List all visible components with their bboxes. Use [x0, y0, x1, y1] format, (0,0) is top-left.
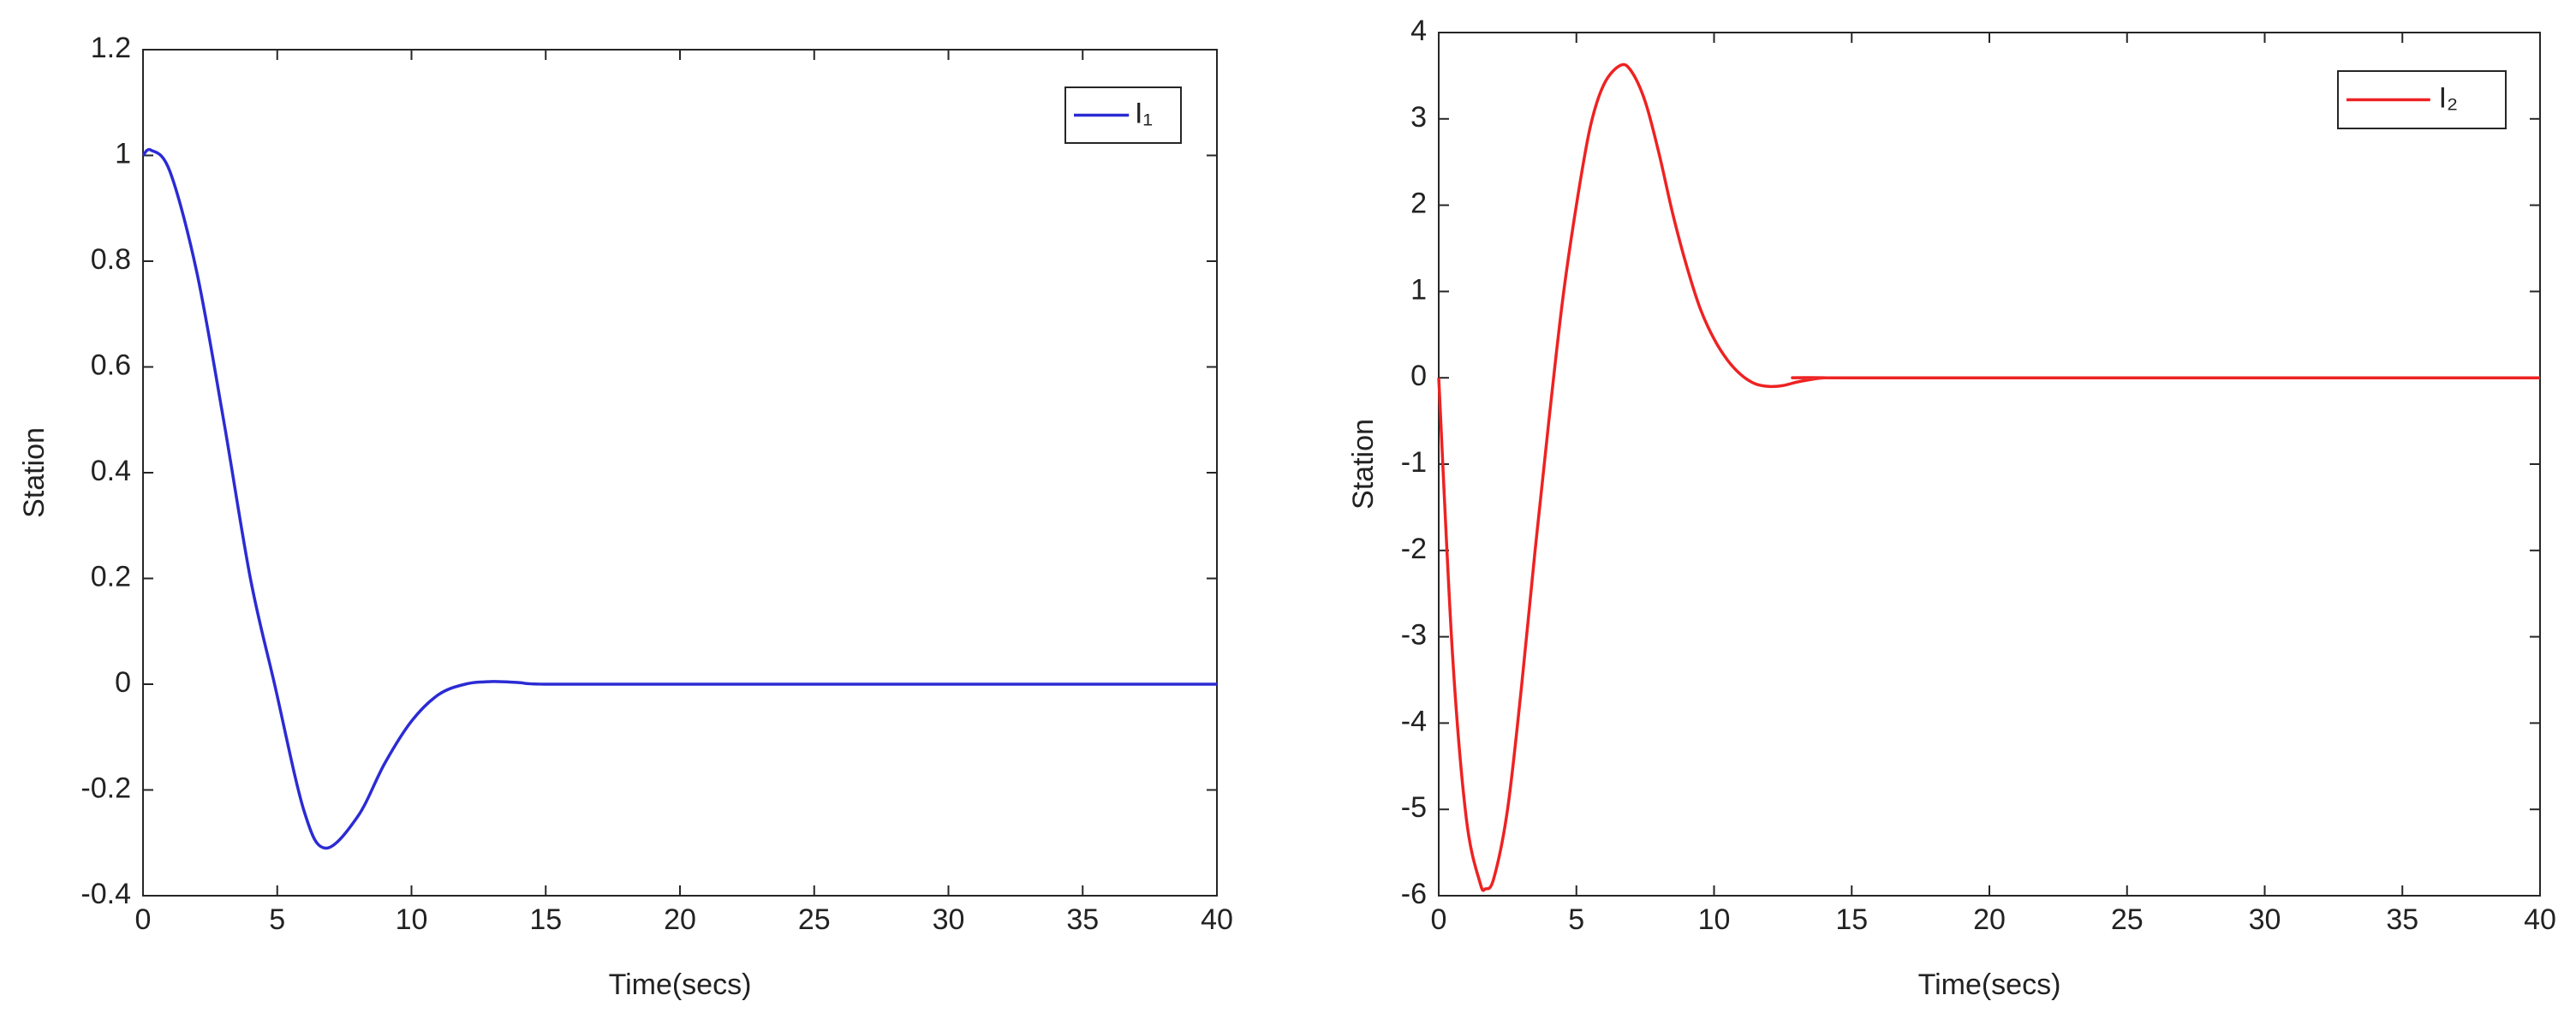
y-tick-label: 0.8	[91, 243, 131, 276]
y-tick-label: -5	[1401, 791, 1427, 824]
x-tick-label: 0	[1431, 903, 1447, 936]
y-tick-label: 3	[1410, 101, 1427, 134]
y-tick-label: 0	[115, 666, 131, 699]
chart: 0 5 10 15 20 25 30 35 40 -0.4 -0.2 0 0.2 0.4 0.6 0.8 1 1.…	[18, 32, 1233, 1001]
x-tick-label: 35	[2386, 903, 2418, 936]
y-axis-label: Station	[18, 427, 51, 518]
x-tick-label: 30	[933, 903, 965, 936]
x-tick-label: 25	[798, 903, 831, 936]
plot-area	[1438, 32, 2541, 897]
y-tick-label: 0.2	[91, 560, 131, 593]
plot-area	[142, 49, 1218, 897]
x-tick-label: 10	[1698, 903, 1731, 936]
y-tick-label: -3	[1401, 619, 1427, 652]
x-tick-label: 40	[2524, 903, 2556, 936]
y-tick-label: 2	[1410, 188, 1427, 220]
y-tick-label: -2	[1401, 533, 1427, 565]
legend-label: I₂	[2439, 81, 2459, 114]
x-tick-label: 0	[135, 903, 152, 936]
y-tick-label: 1	[1410, 273, 1427, 306]
y-tick-label: 4	[1410, 15, 1427, 47]
x-tick-label: 30	[2249, 903, 2281, 936]
x-tick-label: 5	[269, 903, 285, 936]
x-tick-label: 25	[2111, 903, 2144, 936]
x-tick-label: 35	[1066, 903, 1099, 936]
x-tick-label: 10	[396, 903, 428, 936]
x-axis-label: Time(secs)	[1918, 968, 2061, 1001]
y-tick-label: -6	[1401, 878, 1427, 910]
x-tick-label: 40	[1201, 903, 1233, 936]
y-axis-label: Station	[1347, 419, 1380, 510]
y-tick-label: 0	[1410, 360, 1427, 392]
y-tick-label: 0.6	[91, 349, 131, 381]
x-tick-label: 15	[1835, 903, 1868, 936]
x-axis-label: Time(secs)	[609, 968, 752, 1001]
y-tick-label: -1	[1401, 446, 1427, 479]
x-tick-label: 15	[529, 903, 562, 936]
x-tick-label: 20	[664, 903, 696, 936]
chart: 0 5 10 15 20 25 30 35 40 -6 -5 -4 -3 -2 -1 0 1 2 3 4 Time(se…	[1347, 15, 2556, 1001]
y-tick-label: 0.4	[91, 455, 131, 487]
data-line	[141, 147, 1217, 850]
y-tick-label: -0.4	[80, 878, 131, 910]
y-tick-label: -0.2	[80, 772, 131, 804]
x-tick-label: 20	[1973, 903, 2006, 936]
y-tick-label: -4	[1401, 705, 1427, 737]
y-tick-label: 1.2	[91, 32, 131, 64]
x-tick-label: 5	[1568, 903, 1584, 936]
legend-label: I₁	[1135, 97, 1153, 129]
data-line	[1437, 63, 2540, 892]
y-tick-label: 1	[115, 137, 131, 170]
